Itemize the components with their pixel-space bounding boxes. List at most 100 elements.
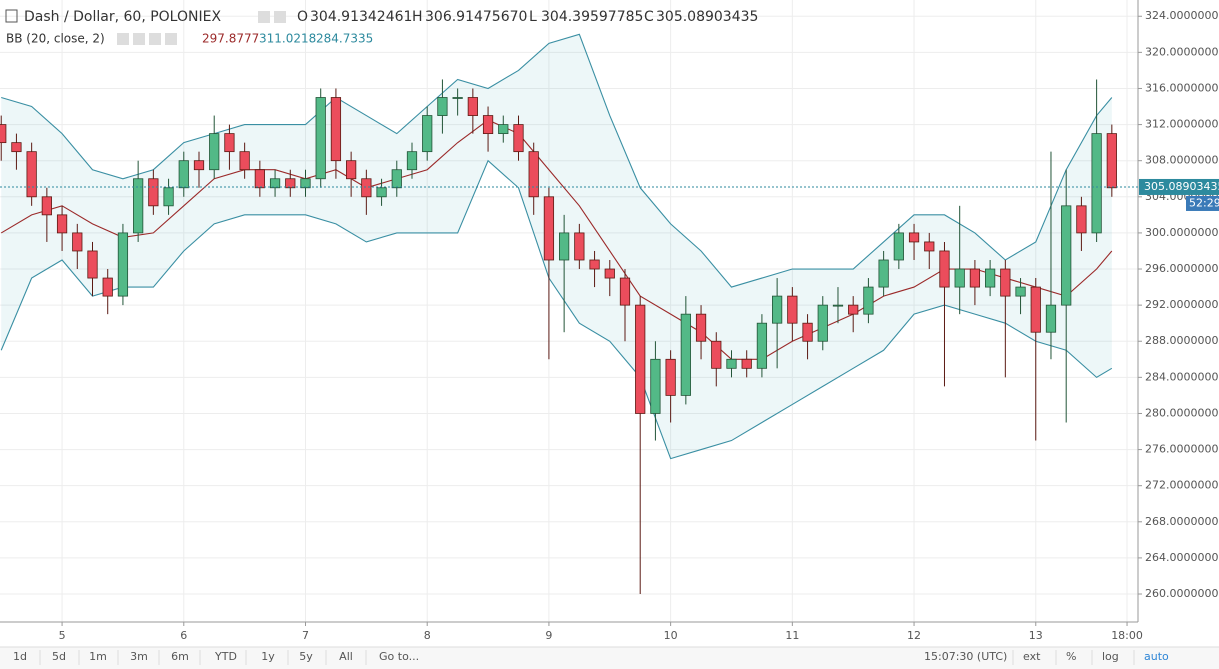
header-icon[interactable]	[258, 11, 270, 23]
range-button[interactable]: 1y	[261, 650, 275, 663]
collapse-icon[interactable]	[5, 9, 18, 23]
y-tick-label: 288.00000000	[1145, 334, 1219, 347]
candle-body	[772, 295, 783, 324]
candle-body	[893, 232, 904, 261]
candle-body	[1061, 205, 1072, 306]
candle-body	[1030, 286, 1041, 333]
ohlc-value: 306.91475670	[425, 9, 527, 25]
indicator-value: 311.0218	[259, 32, 316, 46]
last-price-label: 305.08903435	[1144, 180, 1219, 193]
last-price-box	[1139, 178, 1219, 195]
range-button[interactable]: All	[339, 650, 353, 663]
candle-body	[1076, 205, 1087, 234]
candle-body	[726, 358, 737, 369]
candle-body	[391, 169, 402, 189]
candle-body	[1106, 133, 1117, 189]
range-button[interactable]: 1m	[89, 650, 107, 663]
y-tick-label: 284.00000000	[1145, 370, 1219, 383]
indicator-title: BB (20, close, 2)	[6, 32, 105, 46]
option-button[interactable]: auto	[1144, 650, 1169, 663]
candle-body	[969, 268, 981, 288]
candle-body	[87, 250, 98, 279]
candle-body	[543, 196, 555, 261]
indicator-icon[interactable]	[117, 33, 129, 45]
indicator-icon[interactable]	[165, 33, 177, 45]
y-tick-label: 324.00000000	[1145, 9, 1219, 22]
indicator-icon[interactable]	[149, 33, 161, 45]
candle-body	[0, 124, 7, 144]
candle-body	[178, 160, 189, 189]
candle-body	[422, 115, 433, 153]
candle-body	[56, 214, 68, 234]
candle-body	[482, 115, 494, 135]
candle-body	[376, 187, 387, 198]
option-button[interactable]: %	[1066, 650, 1076, 663]
candle-body	[680, 313, 691, 396]
y-tick-label: 312.00000000	[1145, 118, 1219, 131]
y-tick-label: 272.00000000	[1145, 479, 1219, 492]
y-tick-label: 268.00000000	[1145, 515, 1219, 528]
candle-body	[315, 97, 326, 180]
candle-body	[406, 151, 418, 171]
range-button[interactable]: 5d	[52, 650, 66, 663]
candle-body	[1091, 133, 1102, 234]
candle-body	[741, 358, 752, 369]
indicator-icon[interactable]	[133, 33, 145, 45]
candle-body	[908, 232, 920, 243]
candle-body	[1000, 268, 1011, 297]
candle-body	[695, 313, 707, 342]
plot-area: 260.00000000 264.00000000 268.00000000 272.…	[0, 0, 1219, 642]
ohlc-value: 304.39597785	[541, 9, 643, 25]
candle-body	[209, 133, 220, 171]
candle-body	[41, 196, 52, 216]
x-tick-label: 7	[302, 629, 309, 642]
candle-body	[635, 304, 646, 414]
option-button[interactable]: ext	[1023, 650, 1041, 663]
candle-body	[574, 232, 585, 261]
x-tick-label: 5	[59, 629, 66, 642]
candle-body	[832, 304, 844, 307]
candle-body	[1045, 304, 1057, 333]
x-tick-label: 11	[785, 629, 799, 642]
x-tick-label: 9	[545, 629, 552, 642]
range-button[interactable]: 6m	[171, 650, 189, 663]
range-button[interactable]: 5y	[299, 650, 313, 663]
range-button[interactable]: 3m	[130, 650, 148, 663]
ohlc-label: H	[412, 9, 423, 25]
candle-body	[346, 160, 357, 180]
header-icon[interactable]	[274, 11, 286, 23]
candle-body	[148, 178, 159, 207]
candle-body	[878, 259, 889, 288]
candle-body	[452, 97, 463, 99]
y-tick-label: 308.00000000	[1145, 154, 1219, 167]
candle-body	[939, 250, 950, 288]
candle-body	[924, 241, 935, 252]
option-button[interactable]: log	[1102, 650, 1119, 663]
candle-body	[26, 151, 37, 198]
y-tick-label: 320.00000000	[1145, 45, 1219, 58]
x-tick-label: 12	[907, 629, 921, 642]
ohlc-label: L	[529, 9, 537, 25]
x-tick-label: 18:00	[1111, 629, 1143, 642]
range-button[interactable]: YTD	[214, 650, 237, 663]
goto-button[interactable]: Go to...	[379, 650, 419, 663]
y-tick-label: 300.00000000	[1145, 226, 1219, 239]
y-tick-label: 296.00000000	[1145, 262, 1219, 275]
candle-body	[954, 268, 965, 288]
candle-body	[72, 232, 83, 252]
range-button[interactable]: 1d	[13, 650, 27, 663]
x-tick-label: 13	[1029, 629, 1043, 642]
clock: 15:07:30 (UTC)	[924, 650, 1007, 663]
candle-body	[361, 178, 372, 198]
candle-body	[269, 178, 281, 189]
ohlc-value: 304.91342461	[310, 9, 412, 25]
candle-body	[133, 178, 144, 234]
candle-body	[1015, 286, 1026, 297]
candle-body	[254, 169, 265, 189]
band-fill	[1, 34, 1112, 459]
candle-body	[787, 295, 798, 324]
candle-body	[300, 178, 311, 189]
candle-body	[711, 340, 722, 369]
